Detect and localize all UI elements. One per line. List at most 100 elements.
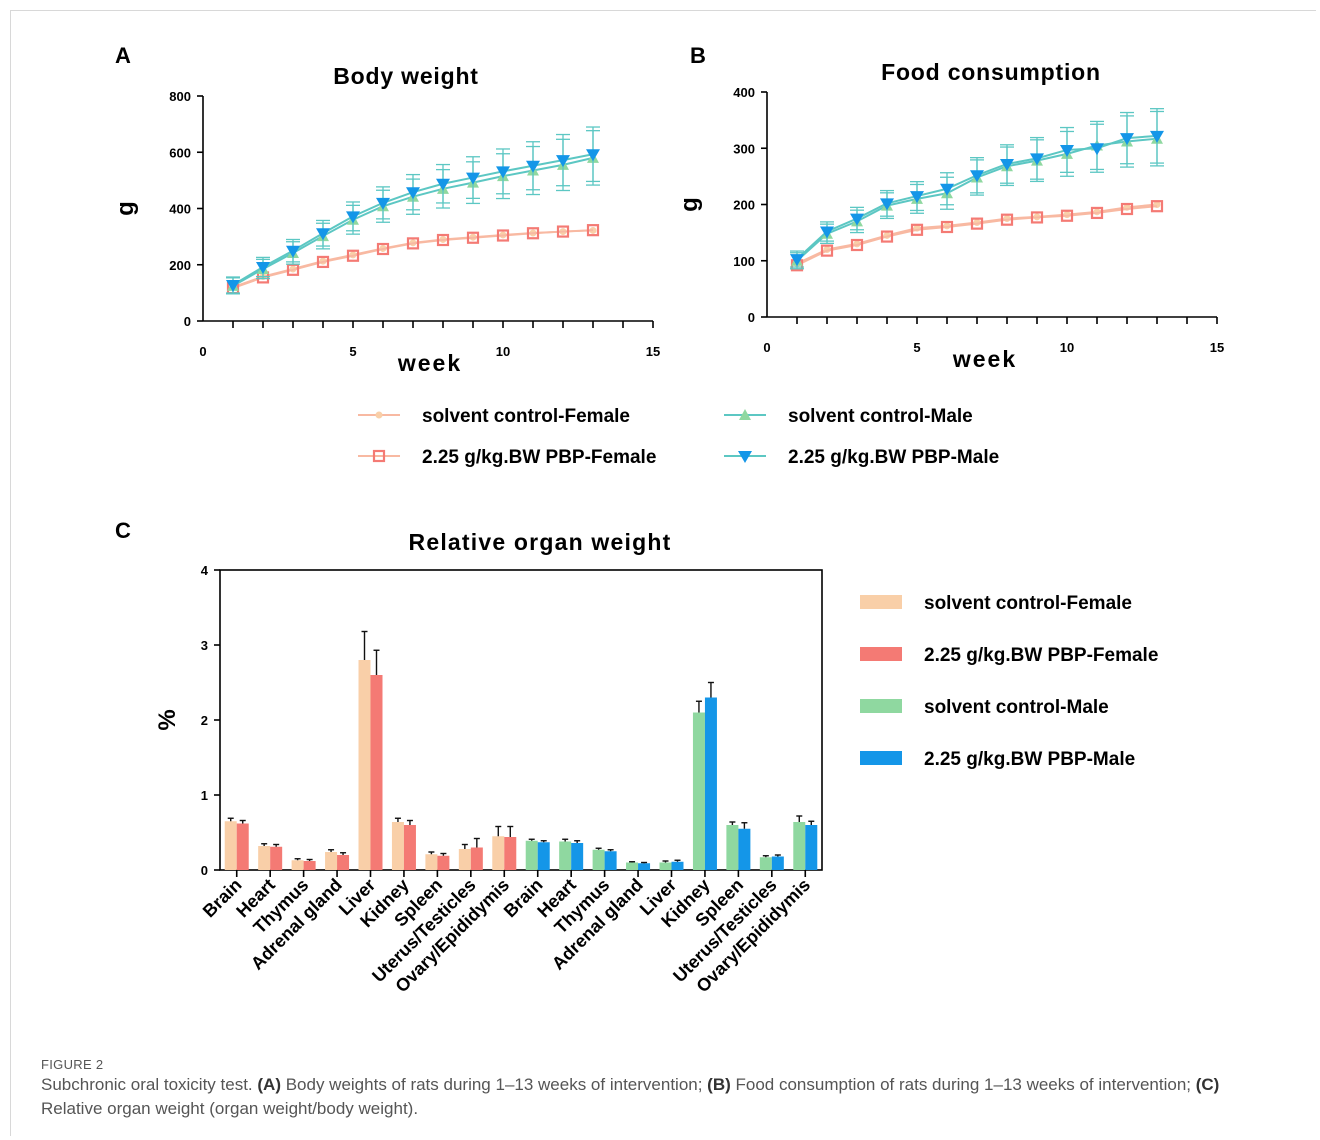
data-point: [376, 242, 390, 256]
data-point: [1030, 153, 1044, 166]
bar: [638, 863, 651, 870]
y-tick-label: 300: [733, 141, 755, 156]
data-point: [820, 244, 834, 257]
bar: [559, 841, 572, 870]
top-legend: solvent control-Female solvent control-Ma…: [358, 406, 999, 468]
caption-fragment: Body weights of rats during 1–13 weeks o…: [280, 1075, 708, 1094]
data-point: [1150, 200, 1164, 213]
bar: [626, 862, 639, 870]
bar: [370, 675, 383, 870]
data-point: [556, 155, 570, 168]
series-line: [232, 229, 594, 290]
data-point: [316, 228, 330, 241]
data-point: [346, 211, 360, 224]
legend-swatch: [860, 647, 902, 661]
data-point: [910, 223, 924, 236]
figure-label: FIGURE 2: [41, 1057, 104, 1072]
bar-legend: solvent control-Female 2.25 g/kg.BW PBP-F…: [860, 593, 1158, 770]
data-point: [1120, 133, 1134, 146]
y-tick-label: 200: [169, 258, 191, 273]
data-point: [1000, 213, 1014, 226]
bar: [492, 836, 505, 870]
bar: [805, 825, 818, 870]
data-point: [1150, 130, 1164, 143]
caption-panel-ref: (A): [257, 1075, 281, 1094]
x-tick-label: 10: [1060, 340, 1074, 355]
y-tick-label: 1: [201, 788, 208, 803]
caption-fragment: Relative organ weight (organ weight/body…: [41, 1099, 419, 1118]
data-point: [256, 262, 270, 274]
legend-label: 2.25 g/kg.BW PBP-Male: [788, 447, 999, 468]
bar: [258, 846, 271, 870]
legend-swatch: [860, 751, 902, 765]
y-tick-label: 200: [733, 198, 755, 213]
bar: [537, 842, 550, 870]
x-axis-label: week: [952, 346, 1017, 372]
legend-label: 2.25 g/kg.BW PBP-Male: [924, 749, 1135, 770]
data-point: [1060, 209, 1074, 222]
data-point: [466, 172, 480, 185]
bar: [291, 860, 304, 870]
y-tick-label: 3: [201, 638, 208, 653]
data-point: [850, 213, 864, 226]
y-tick-label: 400: [169, 202, 191, 217]
legend-label: solvent control-Female: [422, 406, 630, 427]
bar: [571, 843, 584, 870]
data-point: [880, 198, 894, 211]
y-axis-label: %: [154, 709, 181, 730]
bar: [738, 828, 751, 870]
x-tick-label: 15: [1210, 340, 1224, 355]
bar: [437, 855, 450, 870]
bar: [325, 852, 338, 870]
caption-fragment: Subchronic oral toxicity test.: [41, 1075, 258, 1094]
data-point: [1120, 202, 1134, 216]
bar: [337, 855, 350, 870]
bar: [771, 856, 784, 870]
legend-label: 2.25 g/kg.BW PBP-Female: [422, 447, 656, 468]
data-point: [466, 231, 480, 244]
caption-panel-ref: (C): [1195, 1075, 1220, 1094]
y-axis-label: g: [112, 201, 139, 216]
legend-marker: [739, 409, 751, 420]
bar: [604, 851, 617, 870]
bar: [470, 847, 483, 870]
data-point: [586, 149, 600, 162]
data-point: [940, 220, 954, 234]
data-point: [970, 217, 984, 230]
bar: [458, 849, 471, 870]
figure-caption: Subchronic oral toxicity test. (A) Body …: [41, 1073, 1271, 1121]
data-point: [526, 227, 540, 240]
data-point: [316, 255, 330, 269]
y-axis-label: g: [676, 197, 703, 212]
data-point: [436, 233, 450, 247]
bar: [303, 861, 316, 870]
data-point: [496, 229, 510, 242]
data-point: [556, 225, 570, 238]
data-point: [406, 237, 420, 250]
y-tick-label: 2: [201, 713, 208, 728]
x-tick-label: 0: [199, 344, 206, 359]
y-tick-label: 100: [733, 254, 755, 269]
data-point: [496, 166, 510, 179]
data-point: [1090, 143, 1104, 156]
bar: [236, 823, 249, 870]
bar: [525, 840, 538, 870]
data-point: [346, 249, 360, 262]
data-point: [406, 187, 420, 200]
legend-label: solvent control-Male: [788, 406, 973, 427]
x-tick-label: 0: [763, 340, 770, 355]
bar: [692, 712, 705, 870]
x-axis-label: week: [397, 350, 462, 376]
chart-title: Food consumption: [881, 59, 1101, 85]
data-point: [1030, 211, 1044, 224]
y-tick-label: 4: [201, 563, 209, 578]
legend-marker: [375, 411, 383, 419]
body-weight-chart: 0 200 400 600 800 0 5 10 15 Body weight week g: [112, 63, 660, 376]
legend-marker: [738, 451, 752, 463]
x-tick-label: 15: [646, 344, 660, 359]
caption-fragment: Food consumption of rats during 1–13 wee…: [730, 1075, 1196, 1094]
bar: [659, 862, 672, 870]
panel-label-b: B: [690, 43, 706, 68]
bar: [425, 854, 438, 870]
